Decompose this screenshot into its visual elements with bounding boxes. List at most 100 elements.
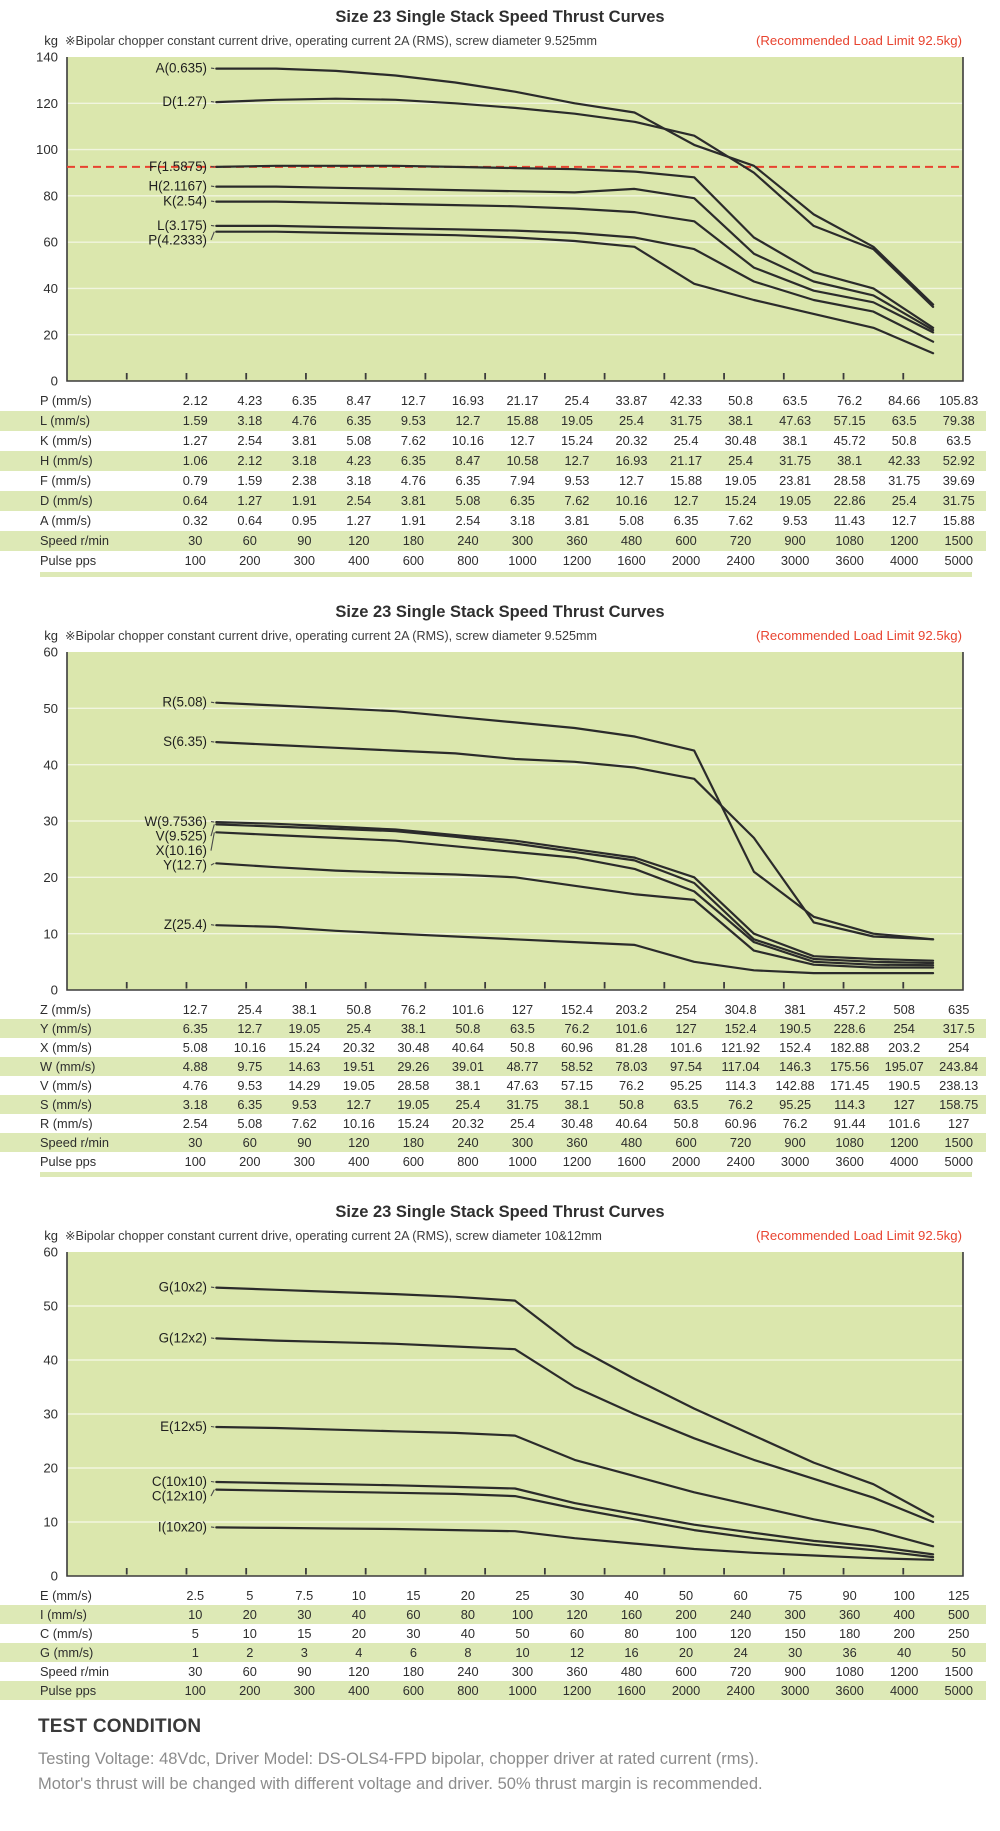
table-row: E (mm/s) 2.5 5 7.5 10 15 20 25 30 40 50 60 75 90 100 12…: [0, 1586, 986, 1605]
thrust-curve: [215, 224, 935, 343]
table-cell: 38.1: [400, 1021, 426, 1036]
table-row: C (mm/s) 5 10 15 20 30 40 50 60 80 100 120 150 180 200…: [0, 1624, 986, 1643]
table-cell: 15.88: [506, 413, 539, 428]
row-label: R (mm/s): [40, 1116, 93, 1131]
row-label: G (mm/s): [40, 1645, 94, 1660]
table-cell: 90: [297, 1135, 312, 1150]
table-cell: 300: [293, 553, 315, 568]
y-tick-label: 10: [43, 1515, 58, 1530]
table-cell: 228.6: [833, 1021, 866, 1036]
table-cell: 4.23: [346, 453, 372, 468]
table-cell: 30: [787, 1645, 803, 1660]
table-cell: 25.4: [891, 493, 917, 508]
table-row: Z (mm/s) 12.7 25.4 38.1 50.8 76.2 101.6 127 152.…: [0, 1000, 986, 1019]
table-cell: 105.83: [939, 393, 979, 408]
table-cell: 7.62: [564, 493, 590, 508]
table-row: S (mm/s) 3.18 6.35 9.53 12.7 19.05 25.4 31.75 38…: [0, 1095, 986, 1114]
curve-label: P(4.2333): [148, 232, 207, 247]
table-cell: 1.59: [182, 413, 208, 428]
row-label: Pulse pps: [40, 1683, 97, 1698]
curve-label: S(6.35): [163, 734, 207, 749]
table-cell: 45.72: [833, 433, 866, 448]
table-cell: 57.15: [560, 1078, 593, 1093]
table-cell: 50.8: [891, 433, 917, 448]
table-cell: 14.29: [288, 1078, 321, 1093]
table-cell: 2.12: [182, 393, 208, 408]
table-cell: 40: [351, 1607, 366, 1622]
table-cell: 63.5: [891, 413, 917, 428]
table-cell: 42.33: [670, 393, 703, 408]
table-cell: 97.54: [670, 1059, 703, 1074]
y-tick-label: 20: [43, 1461, 58, 1476]
table-cell: 457.2: [833, 1002, 866, 1017]
table-cell: 19.05: [342, 1078, 375, 1093]
table-cell: 114.3: [725, 1078, 757, 1093]
table-cell: 6.35: [400, 453, 426, 468]
curve-label-leader: [210, 185, 215, 188]
y-tick-label: 120: [36, 96, 58, 111]
table-cell: 10.16: [615, 493, 648, 508]
table-cell: 2000: [671, 1683, 701, 1698]
table-cell: 9.53: [291, 1097, 317, 1112]
table-cell: 25.4: [564, 393, 590, 408]
y-axis-unit: kg: [44, 33, 58, 48]
row-label: A (mm/s): [40, 513, 92, 528]
y-axis-unit: kg: [44, 628, 58, 643]
table-cell: 76.2: [728, 1097, 754, 1112]
axis-frame: [66, 1252, 964, 1577]
table-cell: 117.04: [721, 1059, 760, 1074]
table-cell: 76.2: [400, 1002, 426, 1017]
chart-canvas: 0 10 20 30 40 50 60 R(5.08) S(6.35) W(9.7536)V(9.…: [43, 646, 964, 998]
table-cell: 38.1: [728, 413, 754, 428]
table-cell: 250: [948, 1626, 970, 1641]
table-row: F (mm/s) 0.79 1.59 2.38 3.18 4.76 6.35 7.94 9.53…: [0, 471, 986, 491]
table-cell: 300: [511, 1135, 534, 1150]
test-condition-line-2: Motor's thrust will be changed with diff…: [38, 1774, 763, 1793]
table-cell: 1080: [835, 1664, 864, 1679]
table-cell: 190.5: [779, 1021, 812, 1036]
table-cell: 158.75: [939, 1097, 979, 1112]
table-cell: 10.16: [233, 1040, 266, 1055]
curve-label-leader: [210, 1337, 215, 1339]
table-cell: 3.18: [346, 473, 372, 488]
table-cell: 254: [675, 1002, 697, 1017]
table-cell: 400: [348, 1154, 370, 1169]
table-cell: 300: [293, 1683, 315, 1698]
y-tick-label: 50: [43, 1299, 58, 1314]
table-cell: 60: [242, 533, 257, 548]
thrust-curve: [215, 924, 935, 975]
table-cell: 12.7: [564, 453, 590, 468]
table-cell: 120: [348, 1664, 370, 1679]
table-cell: 5000: [944, 1683, 973, 1698]
table-cell: 1600: [617, 1154, 646, 1169]
table-cell: 75: [787, 1588, 803, 1603]
table-cell: 76.2: [619, 1078, 644, 1093]
table-cell: 15.88: [670, 473, 703, 488]
table-footer-strip: [40, 1172, 972, 1177]
table-row: A (mm/s) 0.32 0.64 0.95 1.27 1.91 2.54 3.18 3.81…: [0, 511, 986, 531]
table-cell: 1000: [508, 1154, 537, 1169]
y-tick-label: 0: [51, 374, 58, 389]
table-cell: 28.58: [833, 473, 866, 488]
table-cell: 3000: [780, 553, 810, 568]
table-cell: 160: [620, 1607, 643, 1622]
chart-section-3: Size 23 Single Stack Speed Thrust Curves…: [0, 1203, 1000, 1700]
table-cell: 10.58: [506, 453, 539, 468]
row-label: X (mm/s): [40, 1040, 92, 1055]
table-cell: 101.6: [451, 1002, 484, 1017]
table-cell: 90: [297, 533, 312, 548]
table-cell: 19.05: [288, 1021, 321, 1036]
table-cell: 8.47: [455, 453, 481, 468]
table-cell: 9.53: [782, 513, 808, 528]
axis-frame: [66, 57, 964, 382]
table-cell: 50: [515, 1626, 530, 1641]
table-cell: 1200: [562, 1683, 592, 1698]
curve-label-leader: [210, 824, 215, 837]
table-cell: 600: [675, 533, 697, 548]
table-cell: 180: [838, 1626, 861, 1641]
table-cell: 6.35: [673, 513, 699, 528]
table-cell: 121.92: [721, 1040, 761, 1055]
table-cell: 2.54: [346, 493, 372, 508]
table-cell: 63.5: [782, 393, 808, 408]
thrust-curve: [215, 1480, 935, 1556]
